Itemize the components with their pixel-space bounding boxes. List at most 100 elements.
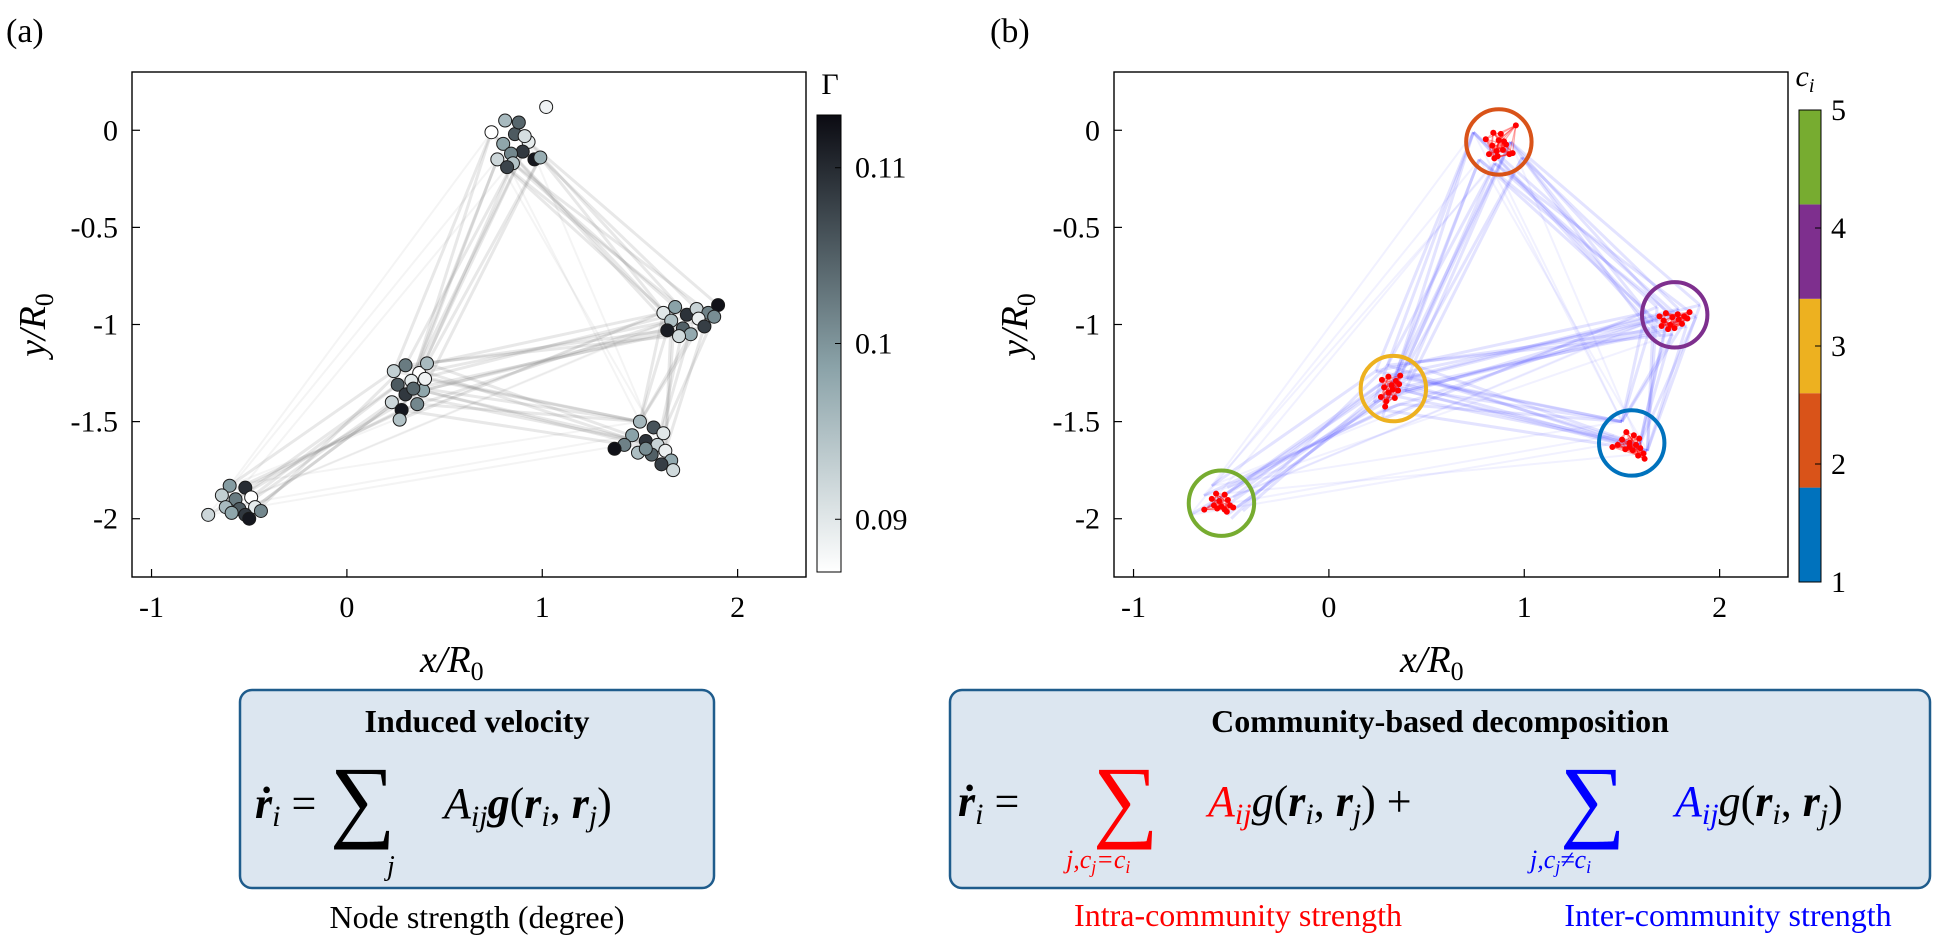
inter-edge-line bbox=[1645, 304, 1702, 452]
panel-a-xtick-label: 0 bbox=[339, 591, 354, 624]
node-point bbox=[222, 478, 237, 493]
inter-edge-line bbox=[1206, 362, 1410, 509]
inter-edge-line bbox=[1494, 162, 1623, 423]
edge-line bbox=[527, 140, 688, 316]
node-point bbox=[500, 160, 515, 175]
community-node bbox=[1501, 138, 1508, 145]
eq-b-intra-term: Aijg(ri, rj) + bbox=[1205, 777, 1412, 831]
edge-line bbox=[421, 156, 542, 392]
community-node bbox=[1623, 429, 1630, 436]
inter-community-caption: Inter-community strength bbox=[1564, 897, 1891, 933]
panel-a-ytick-label: -1 bbox=[93, 309, 118, 342]
inter-edge-line bbox=[1638, 314, 1671, 446]
inter-edge-line bbox=[1399, 141, 1512, 374]
panel-b-plot: -1 0 1 2 0 -0.5 -1 -1.5 -2 x/R0 y/R0 bbox=[994, 71, 1789, 686]
panel-b-xlabel: x/R0 bbox=[1399, 639, 1464, 686]
induced-velocity-equation: ṙi = ∑ j Aijg(ri, rj) bbox=[255, 748, 612, 882]
panel-a-label: (a) bbox=[6, 13, 44, 50]
edge-line bbox=[225, 141, 530, 508]
inter-edge-line bbox=[1190, 443, 1607, 516]
community-node bbox=[1686, 309, 1693, 316]
panel-b-ytick-label: -0.5 bbox=[1053, 211, 1101, 244]
edge-line bbox=[417, 402, 641, 424]
community-node bbox=[1509, 150, 1516, 157]
inter-edge-line bbox=[1493, 162, 1659, 309]
gamma-colorbar-ticks: 0.11 0.1 0.09 bbox=[835, 152, 908, 536]
community-node bbox=[1512, 122, 1519, 129]
community-node bbox=[1385, 389, 1392, 396]
inter-edge-line bbox=[1189, 158, 1481, 516]
edge-line bbox=[228, 369, 395, 487]
edge-line bbox=[208, 443, 625, 516]
community-node bbox=[1389, 386, 1396, 393]
inter-edge-line bbox=[1203, 333, 1674, 497]
inter-edge-line bbox=[1404, 315, 1697, 392]
node-point bbox=[386, 364, 401, 379]
community-node bbox=[1396, 381, 1403, 388]
panel-a-nodes bbox=[201, 99, 726, 526]
inter-edge-line bbox=[1211, 311, 1646, 487]
panel-a-colorbar: Γ 0.11 0.1 0.09 bbox=[816, 68, 908, 573]
eq-b-intra-sum-index: j,cj=ci bbox=[1063, 845, 1130, 877]
edge-line bbox=[228, 131, 493, 487]
edge-line bbox=[490, 131, 681, 338]
eq-b-inter-sum-symbol: ∑ bbox=[1560, 748, 1626, 850]
community-node bbox=[1230, 504, 1237, 511]
community-tick-label: 4 bbox=[1831, 212, 1846, 245]
community-node bbox=[1490, 129, 1497, 136]
panel-a-xtick-label: -1 bbox=[139, 591, 164, 624]
community-node bbox=[1385, 373, 1392, 380]
edge-line bbox=[244, 393, 407, 517]
node-point bbox=[406, 381, 421, 396]
inter-edge-line bbox=[1387, 332, 1673, 367]
panel-a-ytick-label: 0 bbox=[103, 114, 118, 147]
node-point bbox=[539, 99, 554, 114]
edge-line bbox=[412, 387, 658, 447]
edge-line bbox=[411, 307, 697, 383]
edge-line bbox=[221, 402, 418, 497]
intra-edge-line bbox=[1508, 125, 1517, 155]
eq-b-intra-sum-symbol: ∑ bbox=[1093, 748, 1159, 850]
panel-b-xtick-label: 0 bbox=[1321, 591, 1336, 624]
panel-b-community-circles bbox=[1186, 107, 1710, 538]
edge-line bbox=[663, 325, 706, 452]
inter-edge-line bbox=[1478, 158, 1666, 330]
inter-edge-line bbox=[1509, 141, 1651, 332]
community-node bbox=[1214, 505, 1221, 512]
panel-a-ytick-label: -2 bbox=[93, 503, 118, 536]
node-point bbox=[638, 441, 653, 456]
edge-line bbox=[527, 140, 720, 307]
community-node bbox=[1397, 372, 1404, 379]
intra-edge-line bbox=[1215, 493, 1231, 506]
induced-velocity-box-frame bbox=[238, 688, 716, 890]
inter-edge-line bbox=[1509, 140, 1670, 316]
node-point bbox=[607, 441, 622, 456]
node-point bbox=[711, 298, 726, 313]
panel-b-ytick-label: -1.5 bbox=[1053, 406, 1101, 439]
node-point bbox=[666, 463, 681, 478]
inter-edge-line bbox=[1203, 162, 1496, 497]
inter-edge-line bbox=[1383, 319, 1654, 412]
inter-edge-line bbox=[1393, 162, 1497, 390]
inter-edge-line bbox=[1381, 305, 1658, 422]
intra-edge-line bbox=[1624, 448, 1645, 460]
community-node bbox=[1495, 137, 1502, 144]
panel-b-xtick-label: -1 bbox=[1121, 591, 1146, 624]
community-tick-label: 3 bbox=[1831, 330, 1846, 363]
node-point bbox=[533, 150, 548, 165]
community-node bbox=[1636, 435, 1643, 442]
edge-line bbox=[656, 328, 685, 446]
community-node bbox=[1641, 455, 1648, 462]
panel-b-xtick-label: 1 bbox=[1517, 591, 1532, 624]
edge-line bbox=[410, 141, 530, 382]
edge-line bbox=[405, 363, 666, 453]
node-point bbox=[625, 428, 640, 443]
inter-edge-line bbox=[1387, 326, 1666, 396]
community-node bbox=[1660, 317, 1667, 324]
eq-a-sum-index: j bbox=[384, 851, 395, 882]
inter-edge-line bbox=[1478, 158, 1649, 452]
inter-edge-line bbox=[1383, 408, 1648, 453]
inter-edge-line bbox=[1203, 453, 1634, 497]
inter-edge-line bbox=[1392, 141, 1512, 382]
